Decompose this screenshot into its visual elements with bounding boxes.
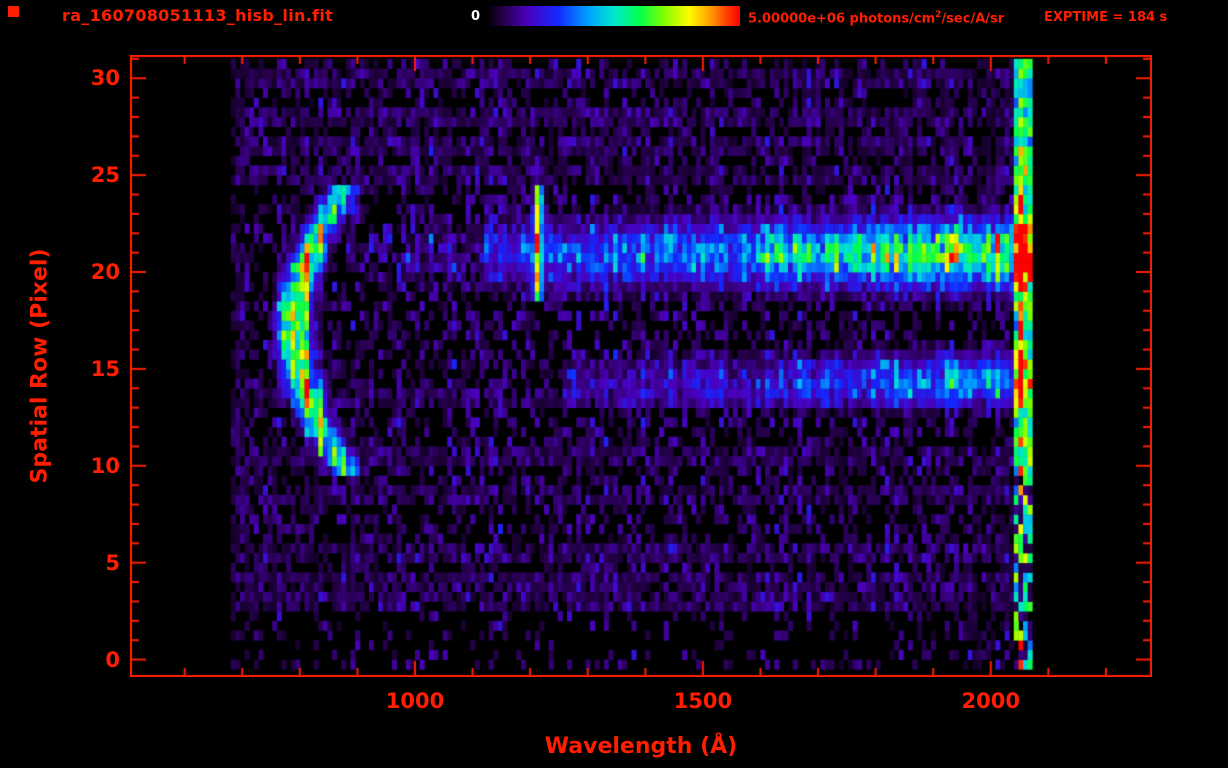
y-tick-label: 15: [90, 356, 120, 381]
colorbar-min-label: 0: [471, 9, 481, 24]
y-tick-label: 25: [90, 163, 120, 188]
colorbar-max-text-prefix: 5.00000e+06 photons/cm: [748, 11, 936, 27]
colorbar-max-text-sup: 2: [935, 10, 942, 20]
plot-title: ra_160708051113_hisb_lin.fit: [62, 6, 334, 25]
x-tick-label: 1000: [385, 689, 445, 713]
x-tick-label: 1500: [673, 689, 733, 713]
y-tick-label: 10: [90, 453, 120, 478]
colorbar-max-text-suffix: /sec/A/sr: [941, 11, 1005, 27]
colorbar: [487, 6, 740, 26]
x-axis-label: Wavelength (Å): [544, 734, 738, 759]
y-tick-label: 20: [90, 260, 120, 285]
y-axis-label: Spatial Row (Pixel): [27, 248, 53, 484]
y-tick-label: 0: [105, 647, 120, 672]
y-tick-label: 30: [90, 66, 120, 91]
spectral-image-canvas: [130, 55, 1152, 677]
colorbar-max-label: 5.00000e+06 photons/cm2/sec/A/sr: [748, 10, 1004, 26]
y-tick-label: 5: [105, 550, 120, 575]
plot-area: [130, 55, 1152, 677]
exptime-label: EXPTIME = 184 s: [1044, 10, 1168, 25]
x-tick-label: 2000: [961, 689, 1021, 713]
corner-marker: [8, 6, 19, 17]
